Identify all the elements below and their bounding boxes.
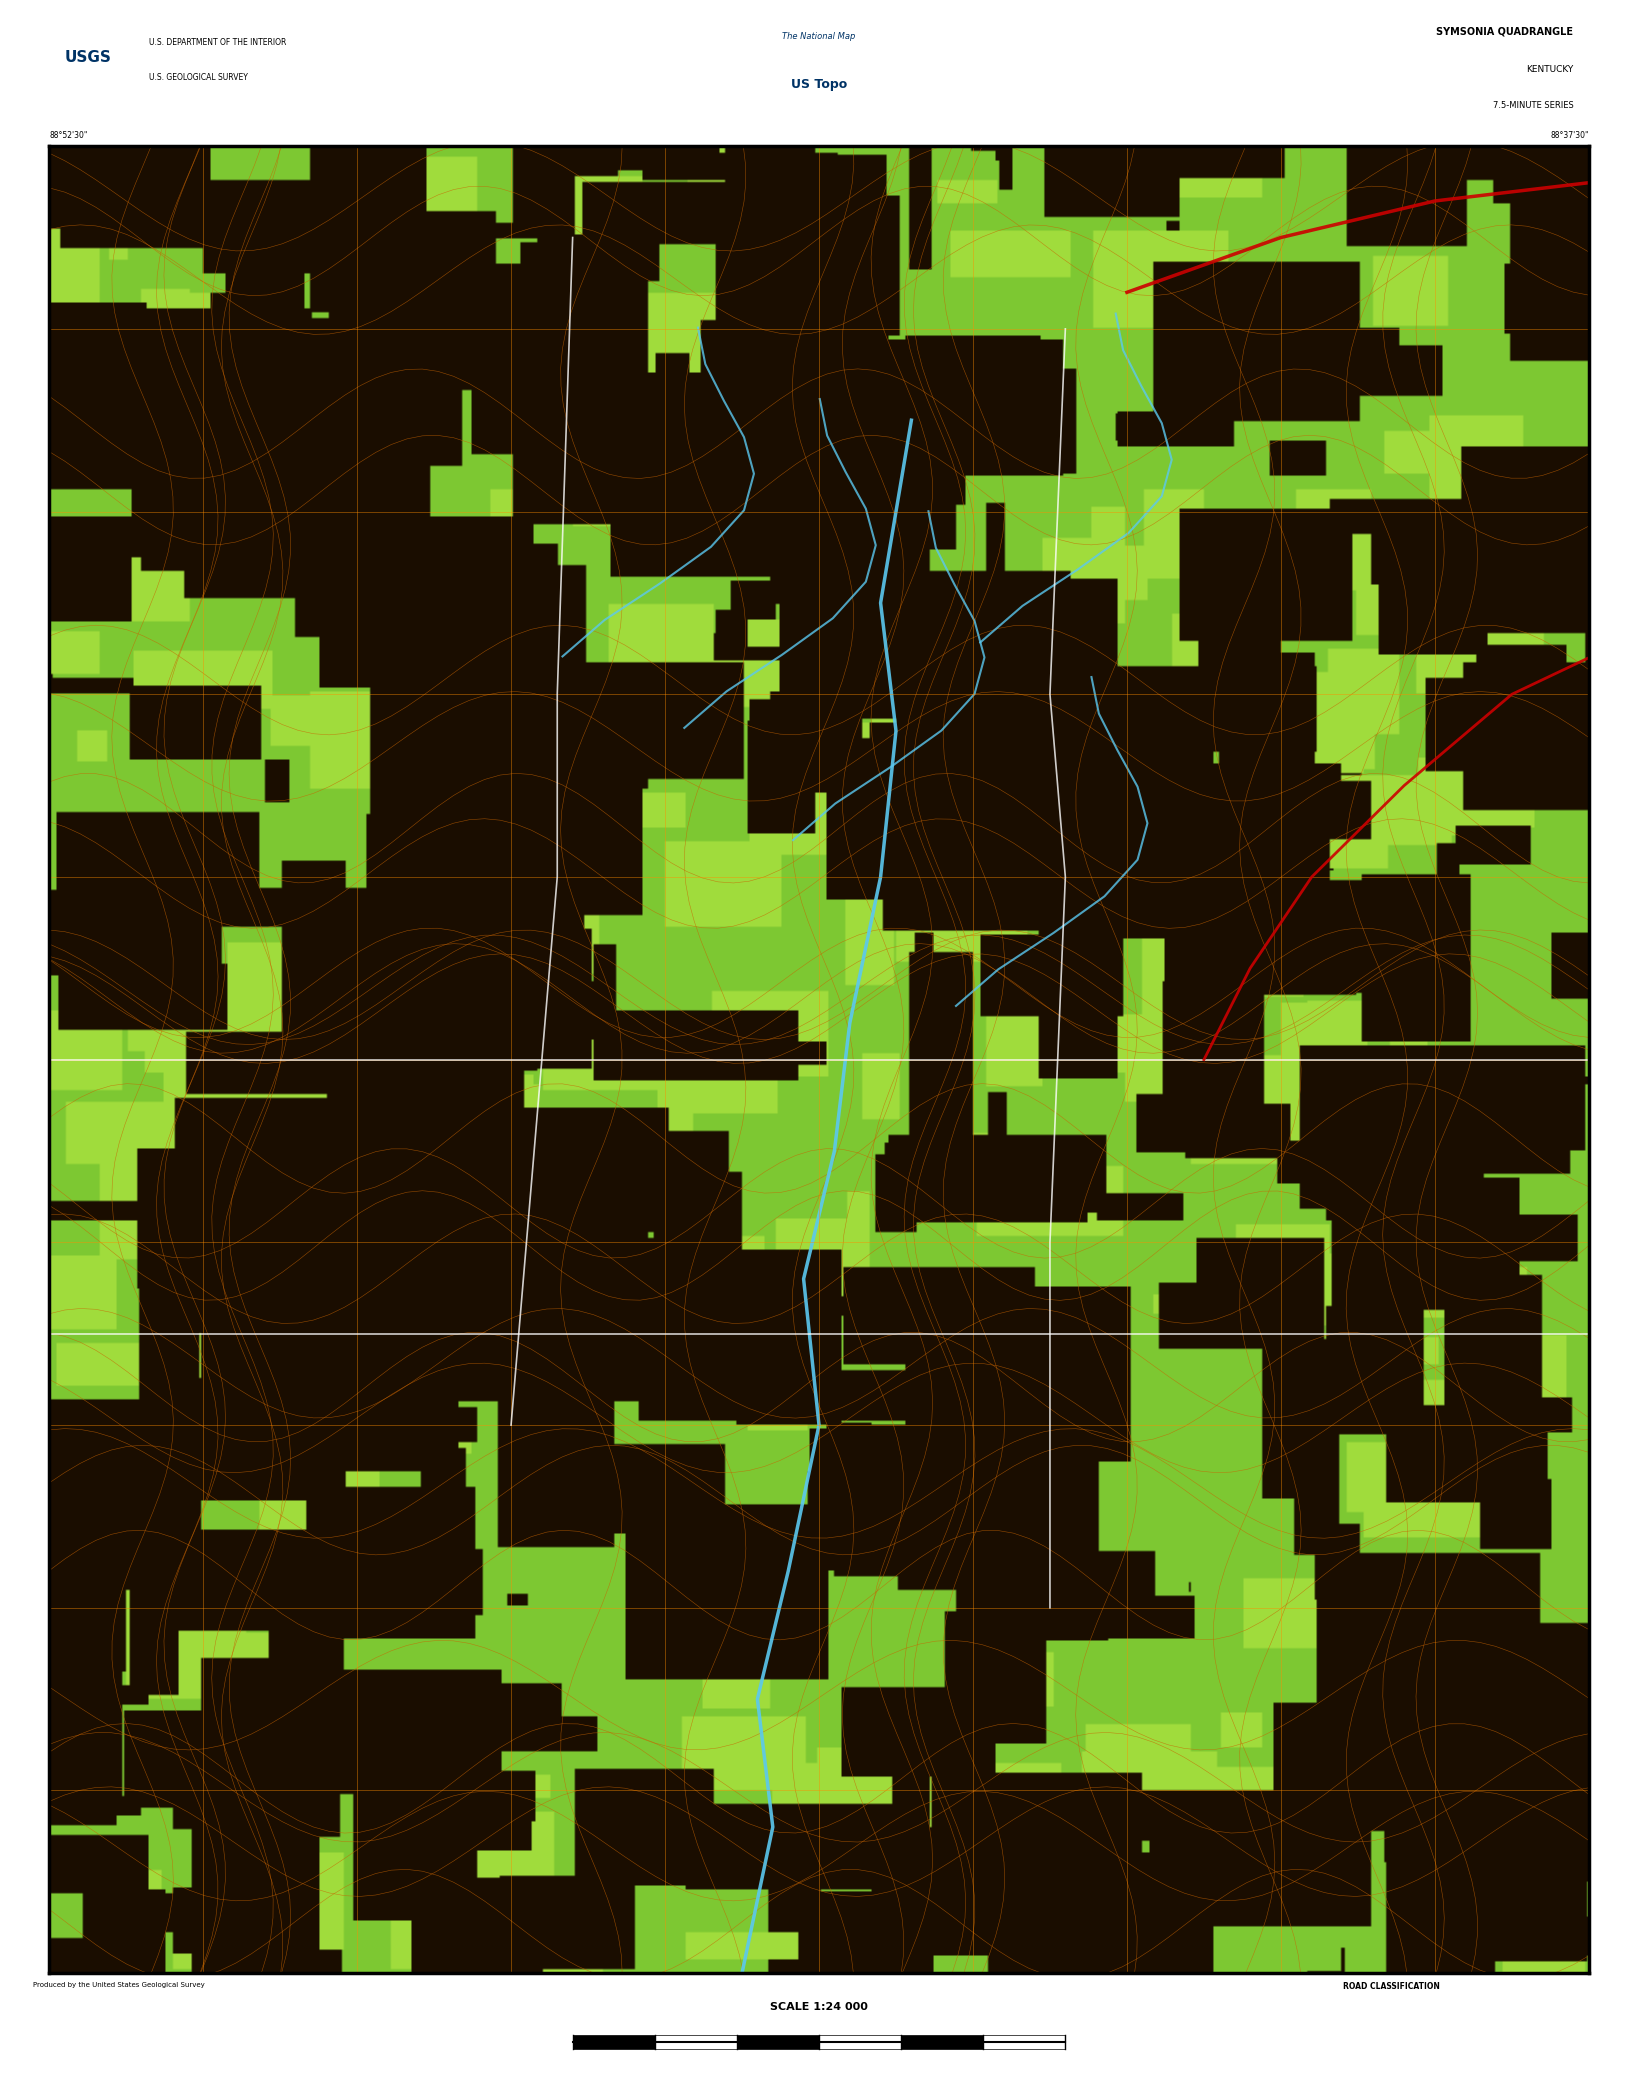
Text: SCALE 1:24 000: SCALE 1:24 000 — [770, 2002, 868, 2013]
Text: The National Map: The National Map — [783, 31, 855, 42]
Bar — [983, 2036, 1065, 2050]
Text: ROAD CLASSIFICATION: ROAD CLASSIFICATION — [1343, 1982, 1440, 1992]
Bar — [573, 2036, 655, 2050]
Text: 88°52'30": 88°52'30" — [49, 132, 87, 140]
Text: 88°37'30": 88°37'30" — [1550, 132, 1589, 140]
Text: U.S. DEPARTMENT OF THE INTERIOR: U.S. DEPARTMENT OF THE INTERIOR — [149, 38, 287, 48]
Text: U.S. GEOLOGICAL SURVEY: U.S. GEOLOGICAL SURVEY — [149, 73, 247, 81]
Bar — [819, 2036, 901, 2050]
Text: USGS: USGS — [64, 50, 111, 65]
Text: KENTUCKY: KENTUCKY — [1527, 65, 1574, 73]
Text: 7.5-MINUTE SERIES: 7.5-MINUTE SERIES — [1492, 100, 1574, 111]
Text: Produced by the United States Geological Survey: Produced by the United States Geological… — [33, 1982, 205, 1988]
Bar — [655, 2036, 737, 2050]
Bar — [737, 2036, 819, 2050]
Text: US Topo: US Topo — [791, 77, 847, 92]
Text: SYMSONIA QUADRANGLE: SYMSONIA QUADRANGLE — [1437, 27, 1574, 38]
Bar — [901, 2036, 983, 2050]
